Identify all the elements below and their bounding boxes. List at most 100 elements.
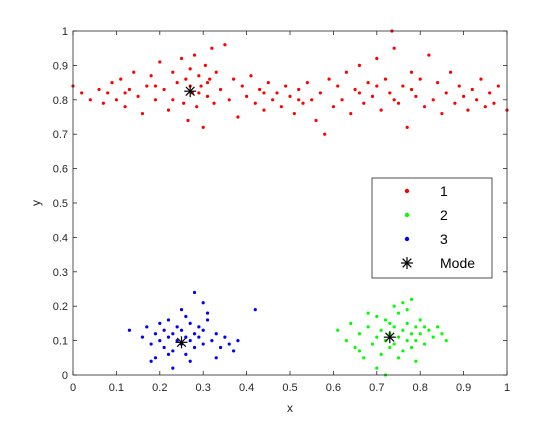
- series-2-point: [392, 342, 396, 346]
- series-1-point: [275, 91, 279, 95]
- legend-label: 2: [440, 207, 448, 223]
- series-2-point: [388, 321, 392, 325]
- series-3-point: [201, 342, 205, 346]
- series-2-point: [379, 352, 383, 356]
- y-tick-label: 0.9: [53, 60, 68, 72]
- series-3-point: [179, 308, 184, 312]
- series-3-point: [153, 332, 158, 336]
- series-1-point: [353, 87, 357, 92]
- series-3-point: [184, 314, 188, 319]
- series-1-point: [166, 108, 171, 112]
- series-1-point: [110, 81, 114, 85]
- series-1-point: [197, 74, 201, 78]
- series-1-point: [106, 91, 110, 95]
- series-1-point: [453, 101, 457, 105]
- series-3-point: [192, 332, 197, 336]
- y-ticks: 0 0.1 0.2 0.3 0.4 0.5 0.6 0.7 0.8 0.9 1: [53, 26, 507, 382]
- series-3-point: [214, 356, 218, 360]
- series-1-point: [203, 63, 207, 67]
- series-2-point: [357, 349, 362, 353]
- x-tick-label: 0.4: [239, 382, 254, 394]
- series-1-point: [344, 70, 349, 74]
- series-1-point: [253, 101, 257, 105]
- series-1-point: [357, 91, 362, 95]
- series-1-point: [266, 81, 270, 85]
- series-1-point: [496, 84, 500, 88]
- series-1-point: [418, 77, 422, 81]
- series-2-point: [405, 321, 409, 325]
- series-1-point: [182, 101, 186, 105]
- series-3-point: [214, 332, 218, 336]
- series-3-point: [197, 325, 201, 329]
- series-1-point: [188, 67, 192, 71]
- series-1-point: [171, 70, 175, 74]
- series-2-point: [401, 328, 405, 332]
- series-3-point: [140, 335, 145, 339]
- series-1-point: [323, 132, 327, 136]
- series-3-point: [236, 339, 240, 343]
- series-1-point: [440, 111, 444, 116]
- series-1-point: [284, 84, 288, 88]
- series-2-point: [336, 328, 340, 332]
- series-2-point: [353, 345, 357, 350]
- series-1-point: [132, 70, 136, 74]
- series-3-point: [158, 321, 162, 325]
- x-tick-label: 0.3: [196, 382, 211, 394]
- legend-label: 1: [440, 183, 448, 199]
- series-1-point: [119, 77, 123, 81]
- series-2-point: [409, 332, 414, 336]
- y-tick-label: 0.8: [53, 95, 68, 107]
- x-tick-label: 0.7: [369, 382, 384, 394]
- legend: 1 2 3 Mode: [371, 177, 493, 279]
- series-1-point: [245, 94, 249, 98]
- series-2-point: [435, 325, 440, 329]
- series-2-point: [405, 339, 409, 343]
- series-2-point: [409, 297, 414, 301]
- y-axis-label: y: [29, 200, 43, 206]
- series-1-point: [227, 98, 231, 102]
- series-1-point: [258, 87, 262, 92]
- series-1-point: [297, 87, 301, 92]
- series-3-point: [149, 359, 153, 363]
- series-1-point: [470, 87, 474, 92]
- series-3-point: [162, 328, 166, 332]
- series-1-point: [184, 77, 188, 81]
- x-tick-label: 0.5: [282, 382, 297, 394]
- series-1-point: [231, 77, 236, 81]
- series-1-point: [80, 91, 84, 95]
- x-tick-label: 1: [504, 382, 510, 394]
- series-1-point: [292, 111, 296, 116]
- series-1-point: [158, 60, 162, 64]
- x-axis-label: x: [287, 401, 293, 415]
- series-1-point: [483, 105, 487, 109]
- series-2-point: [344, 339, 349, 343]
- x-ticks: 0 0.1 0.2 0.3 0.4 0.5 0.6 0.7 0.8 0.9 1: [70, 31, 510, 394]
- series-1-point: [427, 53, 431, 57]
- series-1-point: [288, 94, 292, 98]
- series-1-point: [240, 84, 244, 88]
- series-3-point: [166, 318, 171, 322]
- series-2-point: [414, 359, 418, 363]
- points-layer: [71, 29, 509, 377]
- series-1-point: [205, 81, 210, 85]
- series-1-point: [88, 98, 92, 102]
- series-3-point: [197, 335, 201, 339]
- series-1-point: [396, 101, 401, 105]
- series-1-point: [414, 94, 418, 98]
- series-2-point: [388, 345, 392, 350]
- series-1-point: [362, 101, 366, 105]
- series-2-point: [422, 342, 427, 346]
- series-1-point: [145, 84, 149, 88]
- series-3-point: [158, 339, 162, 343]
- series-2-point: [396, 335, 401, 339]
- series-2-point: [414, 325, 418, 329]
- series-2-point: [370, 342, 375, 346]
- series-3-point: [201, 328, 205, 332]
- series-3-point: [188, 339, 192, 343]
- series-1-point: [218, 87, 223, 92]
- series-3-point: [227, 342, 231, 346]
- series-1-point: [301, 101, 305, 105]
- y-tick-label: 0: [62, 370, 68, 382]
- series-3-point: [162, 345, 166, 350]
